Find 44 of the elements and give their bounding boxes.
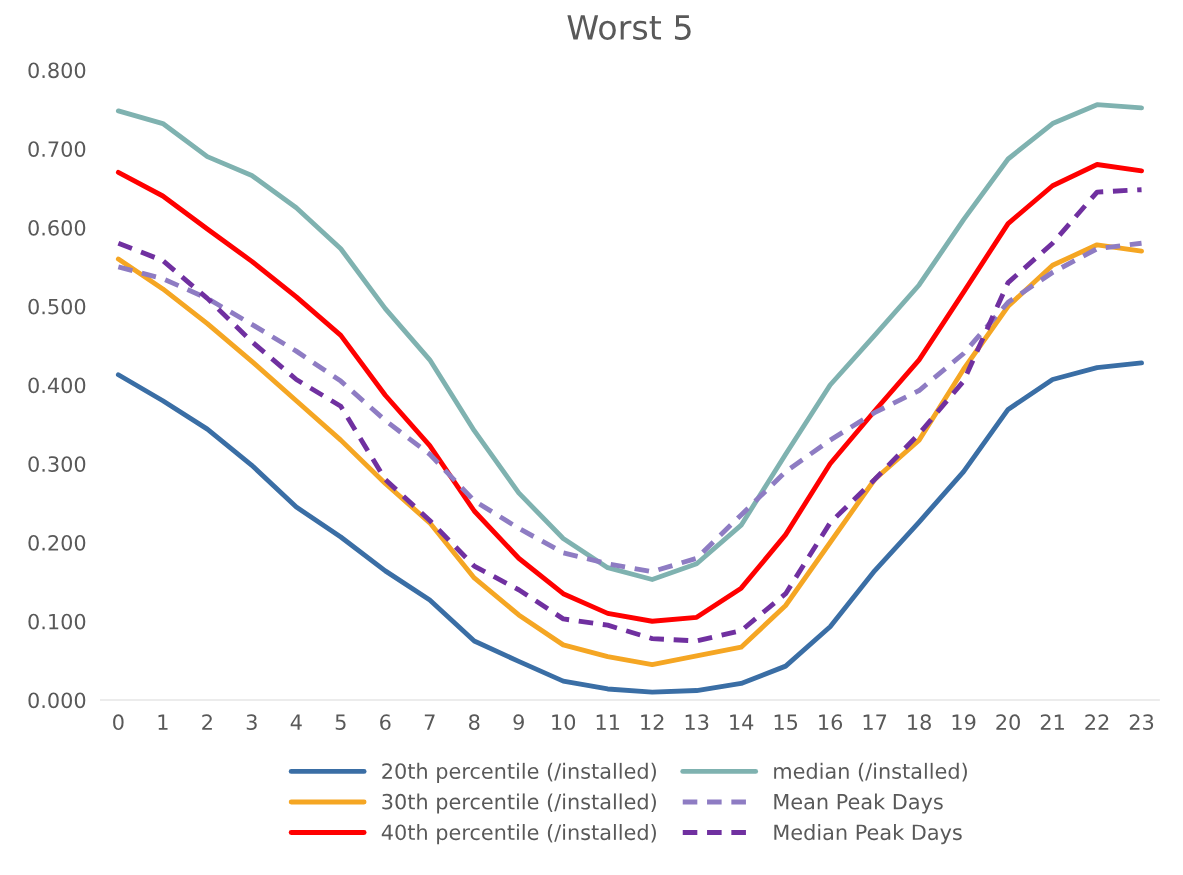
x-tick-label: 17 [863, 714, 887, 730]
y-tick-label: 0.000 [28, 692, 86, 709]
x-tick-label: 22 [1085, 714, 1109, 730]
x-tick-label: 9 [513, 714, 524, 731]
y-tick-label: 0.100 [28, 613, 86, 630]
x-tick-label: 13 [685, 714, 709, 731]
x-tick-label: 8 [469, 714, 480, 731]
x-tick-label: 20 [996, 714, 1020, 731]
y-tick-label: 0.800 [28, 62, 86, 79]
legend-label: Median Peak Days [774, 824, 962, 845]
x-tick-label: 16 [819, 714, 843, 731]
x-tick-label: 1 [158, 714, 168, 730]
y-tick-label: 0.300 [28, 456, 86, 472]
legend-label: 40th percentile (/installed) [381, 824, 656, 845]
x-tick-label: 2 [202, 714, 212, 730]
legend-label: 30th percentile (/installed) [382, 793, 656, 814]
x-tick-label: 23 [1129, 714, 1154, 731]
x-tick-label: 5 [335, 714, 346, 731]
x-tick-label: 18 [908, 714, 931, 731]
legend-label: 20th percentile (/installed) [382, 762, 656, 784]
line-series [115, 242, 1144, 667]
x-tick-label: 4 [290, 714, 302, 730]
x-tick-label: 0 [113, 714, 124, 731]
x-tick-label: 3 [246, 714, 257, 731]
line-series [115, 102, 1144, 582]
chart-title: Worst 5 [567, 15, 691, 40]
x-tick-label: 12 [641, 714, 664, 730]
x-tick-label: 11 [596, 714, 620, 730]
y-tick-label: 0.700 [28, 141, 86, 157]
line-series [115, 360, 1144, 695]
x-tick-label: 19 [952, 714, 976, 731]
x-tick-label: 15 [774, 714, 798, 731]
y-tick-label: 0.200 [28, 534, 86, 551]
y-tick-label: 0.400 [28, 377, 86, 394]
x-tick-label: 14 [730, 714, 754, 730]
x-tick-label: 21 [1040, 714, 1064, 730]
legend-label: Mean Peak Days [774, 793, 943, 814]
x-tick-label: 10 [552, 714, 576, 731]
y-tick-label: 0.600 [28, 219, 86, 236]
x-tick-label: 7 [424, 714, 435, 730]
legend-label: median (/installed) [774, 762, 967, 782]
x-tick-label: 6 [380, 714, 391, 731]
y-tick-label: 0.500 [28, 298, 86, 315]
line-series [115, 240, 1144, 575]
